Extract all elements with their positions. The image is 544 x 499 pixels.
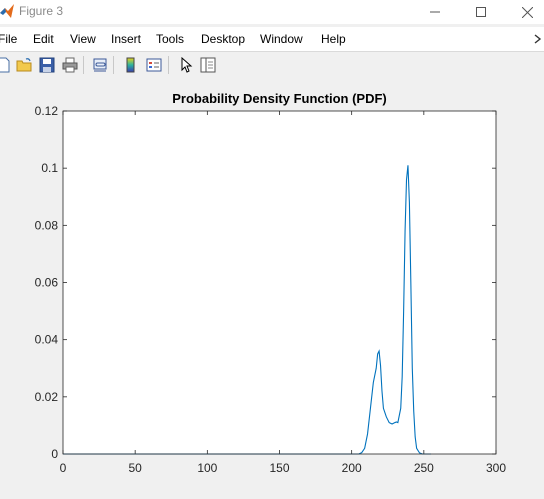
x-tick-label: 250 xyxy=(414,461,434,475)
x-tick-label: 0 xyxy=(60,461,67,475)
title-bar: Figure 3 xyxy=(0,0,544,24)
y-tick-label: 0.04 xyxy=(35,333,59,347)
axes-frame xyxy=(62,110,497,455)
open-file-icon xyxy=(16,58,32,72)
y-tick-label: 0.1 xyxy=(41,161,58,175)
print-button[interactable] xyxy=(60,55,80,75)
y-tick-label: 0.08 xyxy=(35,218,59,232)
save-icon xyxy=(39,57,55,73)
x-tick-label: 100 xyxy=(197,461,217,475)
minimize-button[interactable] xyxy=(412,0,458,24)
toolbar xyxy=(0,52,544,78)
link-plot-button[interactable] xyxy=(90,55,110,75)
open-file-button[interactable] xyxy=(14,55,34,75)
pdf-series-line xyxy=(63,165,432,455)
dock-arrow-icon[interactable] xyxy=(534,34,542,44)
menu-window[interactable]: Window xyxy=(260,32,303,46)
menu-bar: File Edit View Insert Tools Desktop Wind… xyxy=(0,27,544,52)
maximize-button[interactable] xyxy=(458,0,504,24)
x-tick-label: 150 xyxy=(269,461,289,475)
x-tick-label: 50 xyxy=(128,461,142,475)
menu-edit[interactable]: Edit xyxy=(33,32,54,46)
menu-view[interactable]: View xyxy=(70,32,96,46)
link-plot-icon xyxy=(93,58,107,72)
maximize-icon xyxy=(476,7,486,17)
axes-background xyxy=(63,111,496,454)
y-tick-label: 0.12 xyxy=(35,104,59,118)
minimize-icon xyxy=(430,11,440,13)
window-title: Figure 3 xyxy=(19,4,64,18)
figure-canvas[interactable]: 0 50 100 150 200 250 300 0 0.02 0.04 0.06 0.08 0.1 0.… xyxy=(0,78,544,494)
edit-plot-icon xyxy=(181,57,193,73)
insert-legend-button[interactable] xyxy=(144,55,164,75)
toolbar-separator xyxy=(83,56,84,74)
menu-tools[interactable]: Tools xyxy=(156,32,185,46)
y-tick-label: 0 xyxy=(51,447,58,461)
toolbar-separator xyxy=(168,56,169,74)
chart-title: Probability Density Function (PDF) xyxy=(172,91,387,106)
menu-insert[interactable]: Insert xyxy=(111,32,142,46)
x-tick-label: 200 xyxy=(342,461,362,475)
property-inspector-icon xyxy=(200,57,216,73)
save-button[interactable] xyxy=(37,55,57,75)
toolbar-separator xyxy=(113,56,114,74)
matlab-logo-icon xyxy=(0,4,14,18)
new-figure-icon xyxy=(0,57,10,73)
insert-colorbar-icon xyxy=(126,57,135,73)
close-button[interactable] xyxy=(504,0,544,24)
property-inspector-button[interactable] xyxy=(198,55,218,75)
menu-file[interactable]: File xyxy=(0,32,18,46)
close-icon xyxy=(521,6,533,18)
y-tick-label: 0.02 xyxy=(35,390,59,404)
y-tick-label: 0.06 xyxy=(35,276,59,290)
menu-help[interactable]: Help xyxy=(321,32,346,46)
insert-colorbar-button[interactable] xyxy=(121,55,141,75)
menu-desktop[interactable]: Desktop xyxy=(201,32,246,46)
pdf-plot[interactable]: 0 50 100 150 200 250 300 0 0.02 0.04 0.06 0.08 0.1 0.… xyxy=(0,78,544,494)
x-tick-label: 300 xyxy=(486,461,506,475)
new-figure-button[interactable] xyxy=(0,55,14,75)
insert-legend-icon xyxy=(146,58,162,72)
edit-plot-button[interactable] xyxy=(176,55,196,75)
print-icon xyxy=(62,57,78,73)
